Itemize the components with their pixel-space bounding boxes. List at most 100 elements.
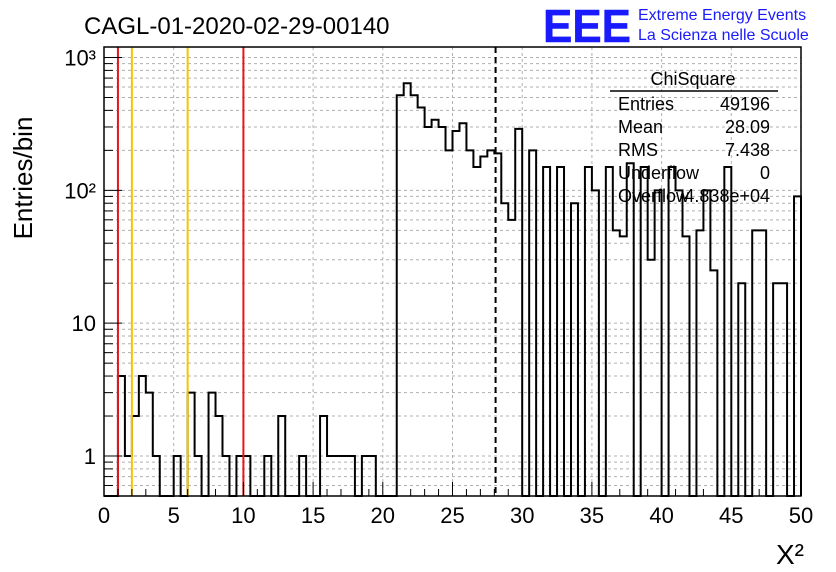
tick-labels: 0 5 10 15 20 25 30 35 40 45 50 1 10 10² 10³ xyxy=(64,46,813,528)
x-tick-label: 35 xyxy=(580,503,604,528)
x-tick-label: 5 xyxy=(168,503,180,528)
histogram-bin xyxy=(243,456,250,496)
histogram-bin xyxy=(264,456,271,496)
histogram-bin xyxy=(334,456,341,496)
histogram-bin xyxy=(724,167,731,496)
stats-value: 0 xyxy=(760,163,770,183)
x-tick-label: 10 xyxy=(231,503,255,528)
histogram-bin xyxy=(341,456,348,496)
histogram-bin xyxy=(794,196,801,496)
histogram-bin xyxy=(585,167,592,496)
histogram-bin xyxy=(432,120,439,496)
logo-line-1: Extreme Energy Events xyxy=(638,7,806,24)
histogram-bin xyxy=(146,393,153,496)
histogram-bars xyxy=(104,82,802,497)
histogram-bin xyxy=(348,456,355,496)
chart-title: CAGL-01-2020-02-29-00140 xyxy=(84,13,390,40)
stats-label: Underflow xyxy=(618,163,700,183)
histogram-bin xyxy=(738,283,745,496)
histogram-bin xyxy=(411,95,418,496)
histogram-bin xyxy=(195,456,202,496)
x-tick-label: 45 xyxy=(719,503,743,528)
histogram-bin xyxy=(132,416,139,496)
x-tick-label: 25 xyxy=(440,503,464,528)
histogram-outline xyxy=(104,82,802,497)
histogram-bin xyxy=(571,203,578,496)
histogram-bin xyxy=(696,230,703,496)
histogram-bin xyxy=(543,167,550,496)
y-tick-label: 10² xyxy=(64,178,96,203)
logo-mark: EEE xyxy=(543,0,631,52)
histogram-bin xyxy=(453,131,460,496)
histogram-bin xyxy=(655,190,662,496)
histogram-bin xyxy=(397,95,404,496)
histogram-bin xyxy=(327,456,334,496)
histogram-bin xyxy=(480,156,487,496)
y-tick-label: 10 xyxy=(72,311,96,336)
histogram-bin xyxy=(773,283,780,496)
histogram-bin xyxy=(278,416,285,496)
stats-value: 28.09 xyxy=(725,117,770,137)
stats-label: RMS xyxy=(618,140,658,160)
histogram-bin xyxy=(669,167,676,496)
x-tick-label: 0 xyxy=(98,503,110,528)
histogram-bin xyxy=(439,127,446,496)
histogram-bin xyxy=(153,456,160,496)
histogram-bin xyxy=(118,376,125,496)
histogram-bin xyxy=(216,416,223,496)
histogram-bin xyxy=(780,283,787,496)
histogram-bin xyxy=(299,456,306,496)
histogram-bin xyxy=(501,203,508,496)
histogram-bin xyxy=(703,190,710,496)
histogram-bin xyxy=(759,230,766,496)
x-tick-label: 40 xyxy=(649,503,673,528)
logo-line-2: La Scienza nelle Scuole xyxy=(638,27,809,44)
x-tick-label: 30 xyxy=(510,503,534,528)
histogram-bin xyxy=(606,167,613,496)
histogram-bin xyxy=(676,190,683,496)
stats-title: ChiSquare xyxy=(650,69,735,89)
stats-value: 4.838e+04 xyxy=(684,186,770,206)
histogram-bin xyxy=(620,236,627,496)
axes xyxy=(103,46,802,497)
histogram-bin xyxy=(557,167,564,496)
histogram-bin xyxy=(174,456,181,496)
histogram-bin xyxy=(466,150,473,496)
x-tick-label: 50 xyxy=(789,503,813,528)
histogram-bin xyxy=(592,190,599,496)
histogram-bin xyxy=(369,456,376,496)
y-tick-label: 1 xyxy=(84,444,96,469)
histogram-bin xyxy=(125,456,132,496)
histogram-bin xyxy=(487,150,494,496)
stats-label: Entries xyxy=(618,94,674,114)
histogram-bin xyxy=(648,260,655,496)
x-tick-label: 20 xyxy=(371,503,395,528)
histogram-bin xyxy=(459,123,466,496)
histogram-bin xyxy=(236,456,243,496)
x-tick-label: 15 xyxy=(301,503,325,528)
histogram-bin xyxy=(418,108,425,496)
y-axis-label: Entries/bin xyxy=(8,117,38,240)
histogram-bin xyxy=(362,456,369,496)
y-tick-label: 10³ xyxy=(64,46,96,71)
histogram-bin xyxy=(752,230,759,496)
histogram-bin xyxy=(188,393,195,496)
stats-value: 49196 xyxy=(720,94,770,114)
stats-value: 7.438 xyxy=(725,140,770,160)
histogram-bin xyxy=(641,167,648,496)
histogram-bin xyxy=(710,270,717,496)
histogram-bin xyxy=(683,236,690,496)
histogram-bin xyxy=(515,129,522,496)
histogram-bin xyxy=(508,220,515,496)
histogram-bin xyxy=(139,376,146,496)
histogram-bin xyxy=(209,393,216,496)
histogram-bin xyxy=(613,230,620,496)
histogram-bin xyxy=(473,167,480,496)
histogram-bin xyxy=(320,416,327,496)
stats-box: ChiSquare Entries 49196 Mean 28.09 RMS 7.438 U… xyxy=(610,69,778,206)
histogram-bin xyxy=(404,83,411,496)
stats-label: Mean xyxy=(618,117,663,137)
reference-lines xyxy=(116,47,497,496)
histogram-bin xyxy=(446,150,453,496)
